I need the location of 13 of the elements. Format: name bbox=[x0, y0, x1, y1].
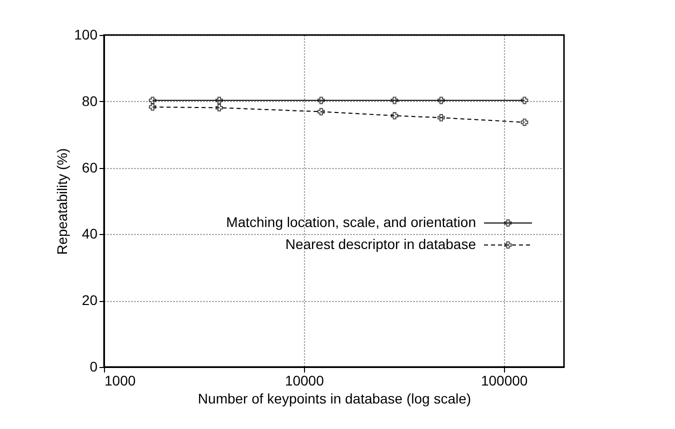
y-tick-label: 40 bbox=[82, 226, 98, 242]
x-tick-label: 10000 bbox=[284, 372, 324, 388]
y-tick-label: 20 bbox=[82, 292, 98, 308]
x-tick-label: 1000 bbox=[104, 372, 136, 388]
y-axis-title: Repeatability (%) bbox=[54, 148, 70, 255]
x-tick-label: 100000 bbox=[480, 372, 528, 388]
x-axis-title: Number of keypoints in database (log scale) bbox=[198, 390, 472, 406]
legend-label: Matching location, scale, and orientation bbox=[226, 214, 476, 230]
y-tick-label: 80 bbox=[82, 92, 98, 109]
y-tick-label: 60 bbox=[82, 159, 98, 176]
y-tick-label: 0 bbox=[90, 358, 98, 374]
y-tick-label: 100 bbox=[74, 26, 98, 42]
legend-label: Nearest descriptor in database bbox=[285, 236, 476, 252]
